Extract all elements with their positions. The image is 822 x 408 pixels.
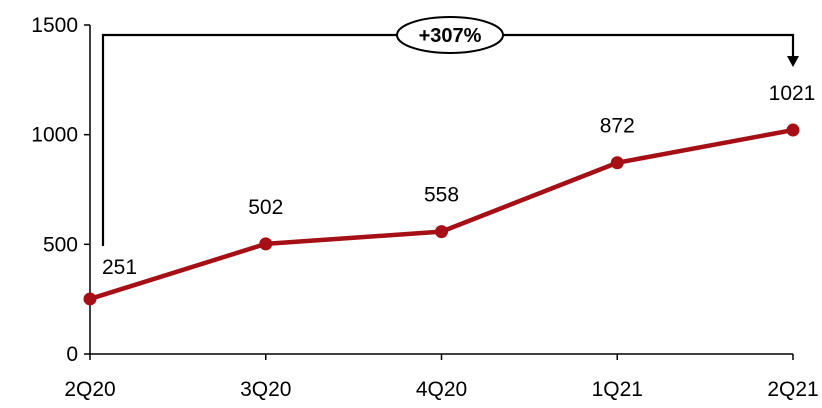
y-tick-label: 500 — [43, 233, 78, 256]
callout-bracket — [101, 33, 795, 246]
y-tick-label: 1500 — [31, 14, 78, 37]
x-tick-label: 1Q21 — [592, 378, 643, 401]
series-line — [83, 123, 800, 306]
y-tick-label: 0 — [66, 343, 78, 366]
data-point — [786, 123, 800, 137]
data-label: 872 — [600, 115, 635, 138]
callout-text: +307% — [419, 25, 482, 47]
data-label: 251 — [102, 256, 137, 279]
data-label: 558 — [424, 184, 459, 207]
callout-arrowhead — [787, 56, 799, 67]
x-tick-label: 3Q20 — [240, 378, 291, 401]
x-axis-ticks: 2Q20 3Q20 4Q20 1Q21 2Q21 — [64, 354, 819, 401]
growth-callout: +307% — [101, 16, 799, 246]
x-tick-label: 2Q20 — [64, 378, 115, 401]
data-point — [435, 225, 448, 239]
data-label: 502 — [248, 196, 283, 219]
y-axis-ticks: 0 500 1000 1500 — [31, 14, 90, 366]
series-polyline — [87, 127, 796, 302]
data-point — [83, 292, 97, 306]
data-point — [610, 156, 624, 170]
data-labels: 251 502 558 872 1021 — [102, 82, 815, 279]
y-tick-label: 1000 — [31, 124, 78, 147]
data-label: 1021 — [769, 82, 816, 105]
x-tick-label: 2Q21 — [767, 378, 818, 401]
x-tick-label: 4Q20 — [416, 378, 467, 401]
data-point — [259, 237, 273, 251]
callout-oval — [396, 16, 504, 54]
